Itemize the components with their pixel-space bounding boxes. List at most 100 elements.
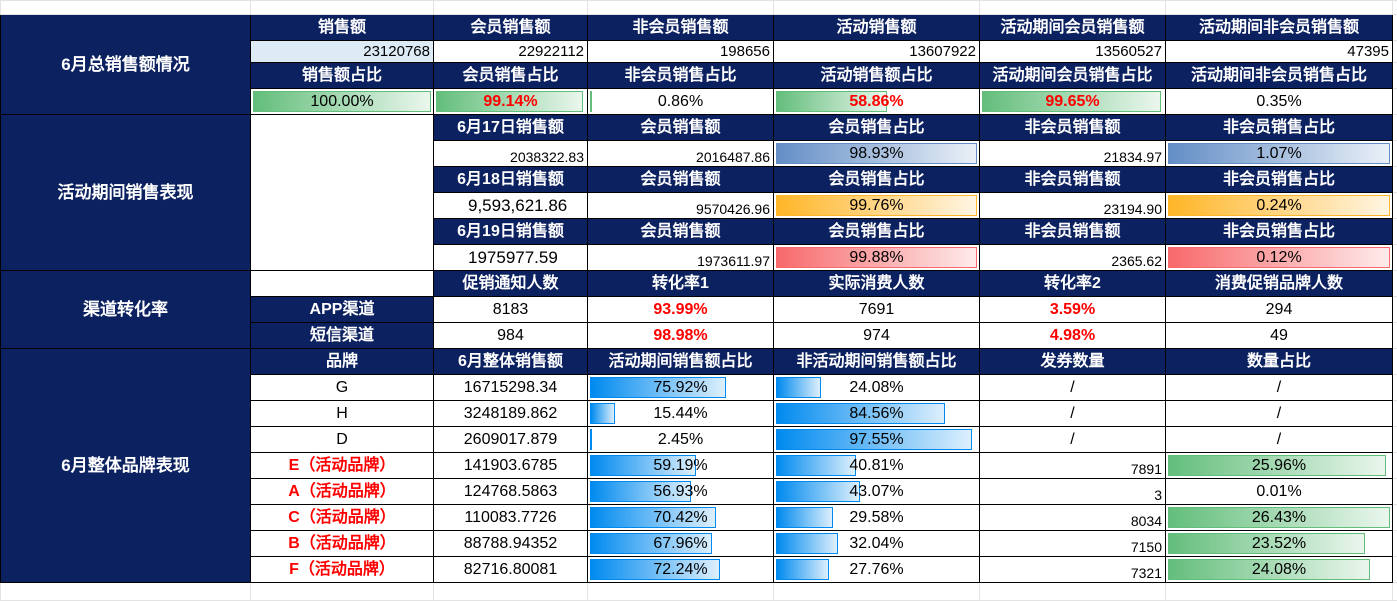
column-header[interactable]: 实际消费人数 <box>774 271 980 297</box>
activity-value[interactable]: 21834.97 <box>980 141 1166 167</box>
summary-value[interactable]: 23120768 <box>251 41 434 63</box>
column-header[interactable]: 会员销售额 <box>588 115 774 141</box>
brand-name[interactable]: B（活动品牌） <box>251 531 434 557</box>
empty-cell[interactable] <box>1393 297 1397 323</box>
non-activity-share[interactable]: 43.07% <box>774 479 980 505</box>
coupon-count[interactable]: 7150 <box>980 531 1166 557</box>
empty-cell[interactable] <box>1393 245 1397 271</box>
empty-cell[interactable] <box>1393 89 1397 115</box>
column-header[interactable]: 消费促销品牌人数 <box>1166 271 1393 297</box>
channel-value[interactable]: 3.59% <box>980 297 1166 323</box>
activity-value[interactable]: 9570426.96 <box>588 193 774 219</box>
column-header[interactable]: 非会员销售额 <box>980 115 1166 141</box>
empty-cell[interactable] <box>1 583 251 601</box>
brand-name[interactable]: E（活动品牌） <box>251 453 434 479</box>
column-header[interactable]: 活动期间会员销售占比 <box>980 63 1166 89</box>
column-header[interactable]: 6月17日销售额 <box>434 115 588 141</box>
non-activity-share[interactable]: 84.56% <box>774 401 980 427</box>
column-header[interactable]: 非会员销售额 <box>980 219 1166 245</box>
empty-cell[interactable] <box>1393 427 1397 453</box>
empty-cell[interactable] <box>1393 193 1397 219</box>
brand-sales[interactable]: 88788.94352 <box>434 531 588 557</box>
empty-cell[interactable] <box>434 583 588 601</box>
activity-share[interactable]: 59.19% <box>588 453 774 479</box>
channel-value[interactable]: 294 <box>1166 297 1393 323</box>
column-header[interactable]: 非会员销售占比 <box>1166 167 1393 193</box>
non-activity-share[interactable]: 24.08% <box>774 375 980 401</box>
summary-value[interactable]: 13560527 <box>980 41 1166 63</box>
brand-name[interactable]: F（活动品牌） <box>251 557 434 583</box>
summary-ratio[interactable]: 58.86% <box>774 89 980 115</box>
activity-ratio[interactable]: 99.76% <box>774 193 980 219</box>
section-title-summary[interactable]: 6月总销售额情况 <box>1 15 251 115</box>
column-header[interactable]: 非会员销售额 <box>980 167 1166 193</box>
empty-cell[interactable] <box>1166 1 1393 15</box>
coupon-count[interactable]: 7321 <box>980 557 1166 583</box>
brand-sales[interactable]: 2609017.879 <box>434 427 588 453</box>
empty-cell[interactable] <box>1393 15 1397 41</box>
activity-share[interactable]: 56.93% <box>588 479 774 505</box>
brand-name[interactable]: D <box>251 427 434 453</box>
channel-value[interactable]: 984 <box>434 323 588 349</box>
column-header[interactable]: 6月19日销售额 <box>434 219 588 245</box>
channel-name[interactable]: APP渠道 <box>251 297 434 323</box>
column-header[interactable]: 会员销售额 <box>434 15 588 41</box>
activity-share[interactable]: 2.45% <box>588 427 774 453</box>
summary-ratio[interactable]: 0.35% <box>1166 89 1393 115</box>
brand-name[interactable]: C（活动品牌） <box>251 505 434 531</box>
column-header[interactable]: 活动期间会员销售额 <box>980 15 1166 41</box>
coupon-count[interactable]: / <box>980 375 1166 401</box>
summary-value[interactable]: 198656 <box>588 41 774 63</box>
coupon-count[interactable]: 8034 <box>980 505 1166 531</box>
empty-cell[interactable] <box>774 1 980 15</box>
channel-value[interactable]: 7691 <box>774 297 980 323</box>
empty-cell[interactable] <box>1393 453 1397 479</box>
coupon-count[interactable]: / <box>980 427 1166 453</box>
column-header[interactable]: 6月18日销售额 <box>434 167 588 193</box>
coupon-share[interactable]: 26.43% <box>1166 505 1393 531</box>
column-header[interactable]: 销售额占比 <box>251 63 434 89</box>
section-title-activity[interactable]: 活动期间销售表现 <box>1 115 251 271</box>
coupon-share[interactable]: 24.08% <box>1166 557 1393 583</box>
empty-cell[interactable] <box>251 115 434 271</box>
empty-cell[interactable] <box>1393 401 1397 427</box>
brand-sales[interactable]: 16715298.34 <box>434 375 588 401</box>
empty-cell[interactable] <box>1393 505 1397 531</box>
summary-ratio[interactable]: 99.65% <box>980 89 1166 115</box>
summary-value[interactable]: 13607922 <box>774 41 980 63</box>
column-header[interactable]: 6月整体销售额 <box>434 349 588 375</box>
section-title-brands[interactable]: 6月整体品牌表现 <box>1 349 251 583</box>
column-header[interactable]: 活动期间非会员销售额 <box>1166 15 1393 41</box>
non-activity-share[interactable]: 40.81% <box>774 453 980 479</box>
empty-cell[interactable] <box>1393 479 1397 505</box>
column-header[interactable]: 发券数量 <box>980 349 1166 375</box>
empty-cell[interactable] <box>774 583 980 601</box>
column-header[interactable]: 活动期间销售额占比 <box>588 349 774 375</box>
empty-cell[interactable] <box>1393 583 1397 601</box>
non-activity-share[interactable]: 27.76% <box>774 557 980 583</box>
empty-cell[interactable] <box>1393 349 1397 375</box>
summary-ratio[interactable]: 99.14% <box>434 89 588 115</box>
empty-cell[interactable] <box>980 1 1166 15</box>
brand-name[interactable]: H <box>251 401 434 427</box>
brand-sales[interactable]: 3248189.862 <box>434 401 588 427</box>
empty-cell[interactable] <box>1166 583 1393 601</box>
coupon-share[interactable]: 25.96% <box>1166 453 1393 479</box>
coupon-count[interactable]: 7891 <box>980 453 1166 479</box>
empty-cell[interactable] <box>1393 167 1397 193</box>
coupon-share[interactable]: / <box>1166 375 1393 401</box>
column-header[interactable]: 转化率1 <box>588 271 774 297</box>
column-header[interactable]: 非活动期间销售额占比 <box>774 349 980 375</box>
column-header[interactable]: 促销通知人数 <box>434 271 588 297</box>
column-header[interactable]: 活动期间非会员销售占比 <box>1166 63 1393 89</box>
empty-cell[interactable] <box>1393 63 1397 89</box>
activity-share[interactable]: 70.42% <box>588 505 774 531</box>
activity-ratio[interactable]: 0.12% <box>1166 245 1393 271</box>
channel-value[interactable]: 8183 <box>434 297 588 323</box>
activity-value[interactable]: 9,593,621.86 <box>434 193 588 219</box>
empty-cell[interactable] <box>1393 219 1397 245</box>
brand-sales[interactable]: 141903.6785 <box>434 453 588 479</box>
empty-cell[interactable] <box>1393 375 1397 401</box>
empty-cell[interactable] <box>251 583 434 601</box>
summary-ratio[interactable]: 100.00% <box>251 89 434 115</box>
